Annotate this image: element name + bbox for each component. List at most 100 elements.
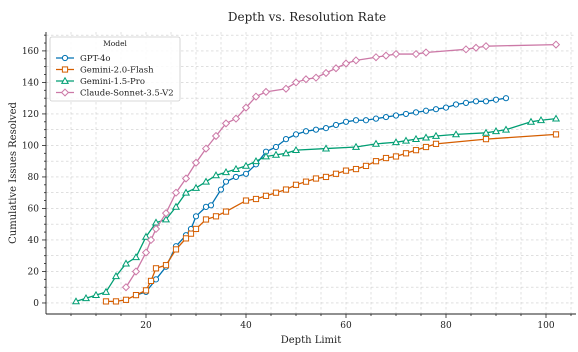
data-point [222,208,230,215]
x-tick-label: 80 [440,321,452,331]
data-point [282,136,290,143]
data-point [232,173,240,181]
data-point [71,297,81,305]
data-point [132,291,140,299]
data-point [392,112,400,119]
data-point [452,101,460,108]
data-point [181,188,191,196]
axes [45,32,576,315]
legend-label: Claude-Sonnet-3.5-V2 [80,89,174,99]
data-point [332,170,340,177]
legend-item-gemini-1-5-pro: Gemini-1.5-Pro [56,76,145,87]
data-point [207,202,215,209]
data-point [201,144,211,153]
legend-marker [60,88,70,97]
data-point [151,224,161,234]
series-line-gemini-2-0-flash [106,133,557,303]
data-point [141,248,151,257]
legend-title: Model [103,39,127,48]
data-point [181,174,191,183]
data-point [221,119,231,128]
data-point [182,235,190,242]
data-point [551,114,561,122]
data-point [191,183,201,191]
data-point [431,131,441,139]
data-point [481,128,491,136]
legend-item-gemini-2-0-flash: Gemini-2.0-Flash [56,66,154,76]
data-point [131,267,141,276]
data-point [472,98,480,105]
data-point [331,64,341,73]
data-point [371,53,381,62]
data-point [291,78,301,87]
data-point [112,298,120,305]
data-point [171,202,181,210]
legend-label: GPT-4o [80,54,110,64]
series-line-claude-sonnet-3-5-v2 [125,43,557,288]
data-point [252,195,260,203]
series-gemini-2-0-flash [102,131,560,305]
data-point [161,215,171,223]
data-point [362,117,370,124]
data-point [421,48,431,57]
data-point [382,154,390,162]
legend-item-gpt-4o: GPT-4o [56,54,110,64]
data-point [372,158,380,165]
data-point [501,125,511,133]
data-point [161,209,171,218]
data-point [192,225,200,233]
data-point [462,99,470,106]
data-point [91,290,101,298]
data-point [272,189,280,196]
legend: Model GPT-4o Gemini-2.0-FlashGemini-1.5-P… [49,36,181,102]
data-point [451,130,461,138]
y-axis-title: Cumulative Issues Resolved [8,102,19,244]
data-point [292,181,300,188]
data-point [481,42,491,51]
x-tick-label: 100 [537,321,554,331]
data-point [412,109,420,116]
y-tick-label: 120 [22,110,39,120]
chart-title: Depth vs. Resolution Rate [228,10,386,24]
data-point [251,156,261,165]
legend-marker [60,76,70,84]
data-point [432,140,440,147]
data-point [292,131,300,138]
x-tick-label: 60 [340,321,352,331]
series-layer [71,40,561,305]
data-point [432,106,440,113]
data-point [111,271,121,280]
data-point [482,98,490,105]
data-point [202,203,210,210]
data-point [341,59,351,68]
data-point [526,117,536,125]
y-tick-label: 0 [33,299,39,309]
data-point [81,294,91,302]
series-line-gpt-4o [135,97,507,296]
data-point [382,113,390,121]
data-point [402,150,410,157]
data-point [162,262,170,269]
data-point [482,136,490,143]
data-point [301,75,311,84]
data-point [242,197,250,204]
legend-box [49,36,181,102]
data-point [241,161,251,169]
data-point [321,144,331,152]
series-gemini-1-5-pro [71,114,561,305]
legend-marker [61,54,69,62]
data-point [141,232,151,240]
data-point [362,162,370,170]
data-point [211,171,221,179]
data-point [351,56,361,65]
data-point [291,145,301,154]
data-point [212,213,220,220]
legend-label: Gemini-1.5-Pro [80,77,145,87]
data-point [242,170,250,177]
data-point [192,213,200,220]
y-tick-label: 20 [28,267,40,277]
data-point [221,168,231,176]
data-point [152,276,160,283]
